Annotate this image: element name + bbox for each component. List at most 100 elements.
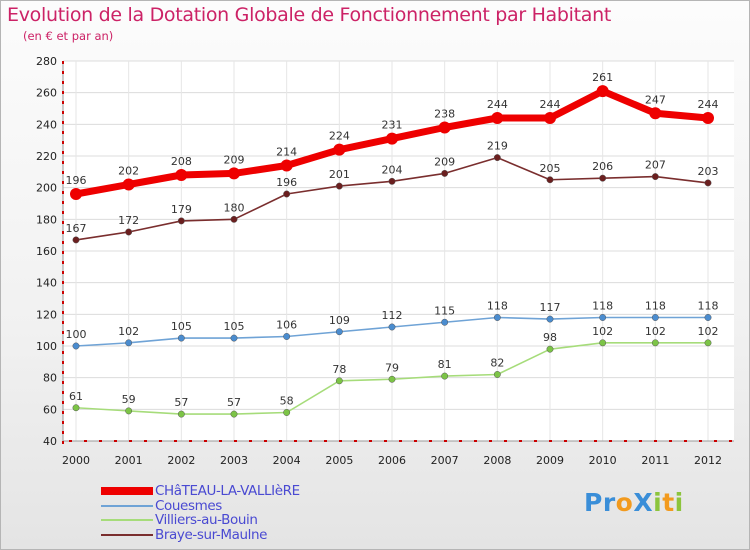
data-point: [388, 375, 396, 383]
data-point: [386, 132, 398, 145]
y-tick-label: 80: [43, 372, 57, 385]
data-point: [599, 314, 607, 321]
data-label: 105: [171, 320, 192, 333]
legend-item: Braye-sur-Maulne: [101, 526, 300, 543]
data-label: 209: [434, 155, 455, 168]
legend-label: CHâTEAU-LA-VALLIèRE: [155, 483, 300, 500]
data-label: 102: [645, 325, 666, 338]
data-point: [704, 179, 712, 187]
data-point: [493, 371, 501, 378]
x-tick-label: 2010: [589, 454, 617, 467]
data-label: 82: [490, 357, 504, 370]
data-label: 57: [174, 396, 188, 409]
data-label: 118: [698, 300, 719, 313]
data-label: 102: [698, 325, 719, 338]
x-tick-label: 2006: [378, 454, 406, 467]
legend-swatch: [101, 504, 153, 507]
data-label: 209: [224, 153, 245, 166]
data-label: 206: [592, 160, 613, 173]
data-label: 115: [434, 304, 455, 317]
x-tick-label: 2009: [536, 454, 564, 467]
logo-letter: o: [615, 488, 634, 517]
data-label: 172: [118, 214, 139, 227]
y-tick-label: 120: [36, 308, 57, 321]
x-tick-label: 2004: [273, 454, 301, 467]
legend-item: Couesmes: [101, 498, 300, 514]
logo-letter: r: [602, 488, 616, 517]
y-tick-label: 280: [36, 55, 57, 68]
data-label: 244: [540, 98, 561, 111]
legend-swatch: [101, 487, 153, 496]
y-tick-label: 260: [36, 87, 57, 100]
proxiti-logo: ProXiti: [584, 488, 684, 517]
data-label: 118: [487, 300, 508, 313]
x-tick-label: 2005: [325, 454, 353, 467]
data-label: 214: [276, 146, 297, 159]
data-label: 207: [645, 159, 666, 172]
chart-subtitle: (en € et par an): [23, 29, 114, 43]
data-label: 106: [276, 319, 297, 332]
data-point: [177, 217, 185, 225]
data-point: [335, 377, 343, 385]
logo-letter: t: [662, 488, 675, 517]
y-tick-label: 60: [43, 403, 57, 416]
data-label: 219: [487, 140, 508, 153]
data-label: 112: [382, 309, 403, 322]
data-label: 244: [698, 98, 719, 111]
data-point: [651, 173, 659, 181]
data-point: [125, 228, 133, 236]
data-label: 78: [332, 363, 346, 376]
logo-letter: i: [653, 488, 663, 517]
data-point: [230, 215, 238, 223]
data-label: 58: [280, 395, 294, 408]
data-label: 247: [645, 93, 666, 106]
data-label: 238: [434, 108, 455, 121]
legend: CHâTEAU-LA-VALLIèRE Couesmes Villiers-au-B…: [101, 483, 300, 543]
data-label: 118: [592, 300, 613, 313]
y-tick-label: 220: [36, 150, 57, 163]
y-tick-label: 40: [43, 435, 57, 448]
data-point: [70, 188, 82, 200]
data-point: [441, 318, 449, 326]
data-label: 98: [543, 331, 557, 344]
data-point: [72, 404, 80, 412]
data-label: 79: [385, 361, 399, 374]
data-label: 81: [438, 358, 452, 371]
data-label: 196: [66, 174, 87, 187]
data-label: 179: [171, 203, 192, 216]
data-point: [651, 314, 659, 321]
y-tick-label: 240: [36, 118, 57, 131]
legend-label: Braye-sur-Maulne: [155, 526, 268, 543]
data-label: 196: [276, 176, 297, 189]
data-point: [283, 333, 291, 340]
data-point: [596, 85, 609, 98]
legend-swatch: [101, 519, 153, 522]
logo-letter: X: [633, 488, 654, 517]
data-point: [230, 410, 238, 418]
chart-title: Evolution de la Dotation Globale de Fonc…: [7, 4, 612, 26]
data-point: [702, 112, 714, 124]
data-point: [438, 121, 451, 134]
data-label: 244: [487, 98, 508, 111]
data-label: 117: [540, 301, 561, 314]
legend-label: Villiers-au-Bouin: [155, 512, 258, 529]
data-point: [491, 112, 504, 124]
data-label: 201: [329, 168, 350, 181]
data-point: [335, 182, 343, 190]
data-label: 208: [171, 155, 192, 168]
x-tick-label: 2007: [431, 454, 459, 467]
data-label: 261: [592, 71, 613, 84]
data-point: [388, 177, 396, 185]
data-point: [122, 178, 135, 191]
data-point: [280, 159, 293, 172]
data-label: 57: [227, 396, 241, 409]
data-label: 118: [645, 300, 666, 313]
data-label: 105: [224, 320, 245, 333]
x-tick-label: 2012: [694, 454, 722, 467]
data-point: [704, 314, 712, 321]
legend-item: CHâTEAU-LA-VALLIèRE: [101, 483, 300, 500]
logo-letter: P: [584, 488, 603, 517]
y-tick-label: 180: [36, 213, 57, 226]
legend-item: Villiers-au-Bouin: [101, 512, 300, 529]
